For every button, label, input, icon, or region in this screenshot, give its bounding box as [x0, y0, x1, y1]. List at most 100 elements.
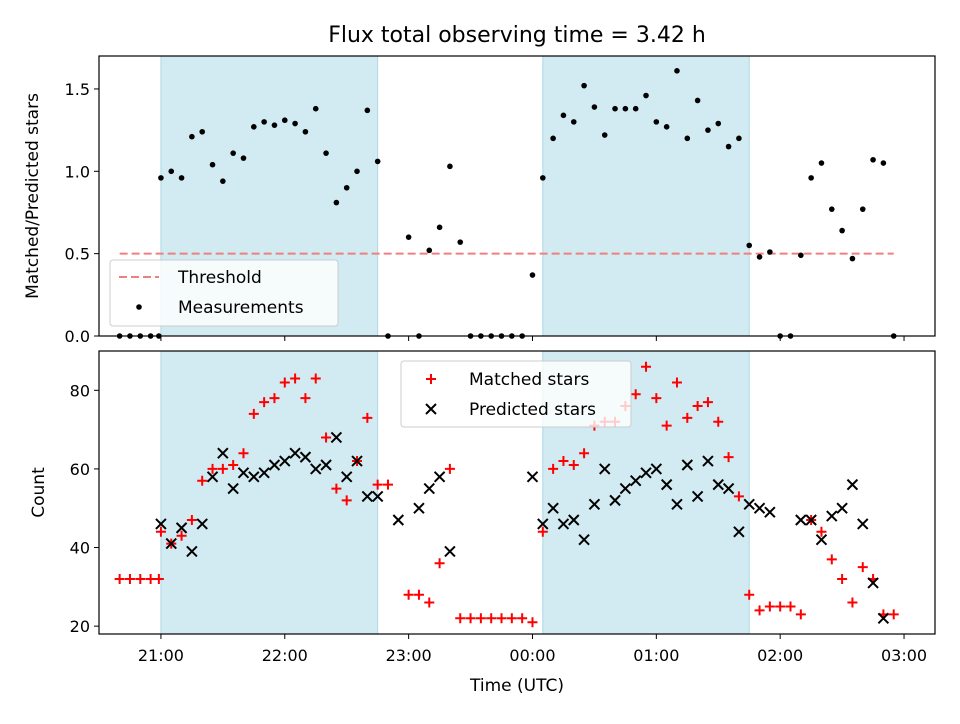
predicted-point — [371, 490, 384, 503]
predicted-point — [599, 463, 611, 475]
predicted-point — [444, 545, 456, 558]
predicted-point — [175, 522, 188, 534]
measurement-point — [560, 112, 567, 119]
measurement-point — [870, 156, 876, 163]
matched-point — [475, 613, 486, 624]
matched-point — [444, 463, 455, 474]
predicted-point — [237, 467, 250, 479]
measurement-point — [725, 143, 732, 150]
x-tick-label: 03:00 — [881, 646, 927, 665]
predicted-point — [815, 533, 828, 546]
predicted-point — [206, 471, 219, 483]
predicted-point — [258, 467, 270, 479]
predicted-point — [743, 498, 755, 510]
measurement-point — [323, 150, 329, 156]
matched-point — [527, 617, 538, 628]
measurement-point — [715, 120, 722, 127]
matched-point — [837, 573, 848, 584]
measurement-point — [632, 105, 639, 112]
matched-point — [197, 475, 208, 486]
measurement-point — [364, 107, 371, 114]
matched-point — [248, 408, 259, 419]
x-tick-label: 21:00 — [138, 646, 184, 665]
measurement-point — [158, 175, 164, 181]
matched-point — [733, 491, 744, 502]
predicted-point — [877, 612, 890, 624]
matched-point — [579, 448, 590, 459]
predicted-point — [227, 482, 239, 495]
y-tick-label: 0.0 — [65, 327, 90, 346]
predicted-point — [568, 514, 580, 526]
measurement-point — [798, 252, 804, 259]
x-axis-label: Time (UTC) — [469, 676, 564, 696]
predicted-point — [681, 459, 694, 471]
predicted-point — [846, 478, 859, 491]
matched-point — [153, 573, 164, 584]
measurement-point — [302, 128, 309, 135]
matched-point — [744, 589, 755, 600]
predicted-point — [248, 471, 260, 483]
legend: Matched stars Predicted stars — [400, 360, 632, 428]
measurement-point — [756, 254, 763, 260]
measurement-point — [601, 132, 608, 138]
measurement-point — [591, 104, 598, 110]
predicted-point — [186, 545, 198, 558]
y-axis-label: Matched/Predicted stars — [23, 93, 43, 299]
predicted-point — [547, 502, 559, 514]
legend-measurement-swatch — [136, 304, 142, 310]
predicted-point — [310, 463, 322, 475]
measurement-point — [674, 68, 680, 74]
matched-point — [713, 416, 724, 427]
predicted-point — [588, 498, 601, 510]
measurement-point — [859, 206, 866, 212]
legend-predicted-swatch — [425, 403, 437, 415]
measurement-point — [663, 124, 670, 130]
measurement-point — [653, 119, 660, 125]
x-tick-label: 23:00 — [386, 646, 432, 665]
legend-predicted-label: Predicted stars — [469, 400, 596, 420]
measurement-point — [540, 175, 546, 181]
matched-point — [517, 613, 528, 624]
measurement-point — [457, 239, 464, 245]
legend-matched-swatch — [426, 374, 436, 384]
predicted-point — [619, 482, 632, 495]
measurement-point — [436, 224, 443, 231]
matched-point — [455, 613, 466, 624]
predicted-point — [609, 494, 621, 507]
y-tick-label: 80 — [70, 381, 90, 400]
predicted-point — [867, 577, 879, 589]
measurement-point — [240, 155, 247, 161]
predicted-point — [289, 447, 301, 459]
matched-point — [692, 401, 703, 412]
matched-point — [372, 479, 383, 490]
predicted-point — [857, 518, 869, 530]
measurement-point — [271, 122, 278, 128]
axes-frame — [98, 55, 936, 337]
matched-point — [568, 459, 579, 470]
chart-title: Flux total observing time = 3.42 h — [328, 23, 706, 48]
predicted-point — [826, 510, 838, 522]
predicted-point — [650, 463, 663, 475]
predicted-point — [351, 455, 363, 467]
y-axis-label: Count — [29, 467, 49, 518]
x-tick-label: 01:00 — [633, 646, 679, 665]
matched-point — [661, 420, 672, 431]
shaded-interval — [542, 55, 750, 337]
shaded-interval — [160, 350, 379, 635]
measurement-point — [818, 160, 825, 166]
y-tick-label: 1.5 — [65, 80, 90, 99]
measurement-point — [374, 158, 381, 165]
legend: Threshold Measurements — [109, 259, 339, 327]
measurement-point — [281, 117, 288, 124]
matched-point — [331, 483, 342, 494]
predicted-point — [557, 518, 570, 530]
predicted-point — [722, 482, 735, 495]
predicted-point — [217, 447, 229, 459]
matched-point — [217, 463, 228, 474]
matched-point — [764, 601, 775, 612]
matched-point — [124, 573, 135, 584]
measurement-point — [251, 124, 257, 130]
predicted-point — [537, 518, 549, 530]
matched-point — [795, 609, 806, 620]
